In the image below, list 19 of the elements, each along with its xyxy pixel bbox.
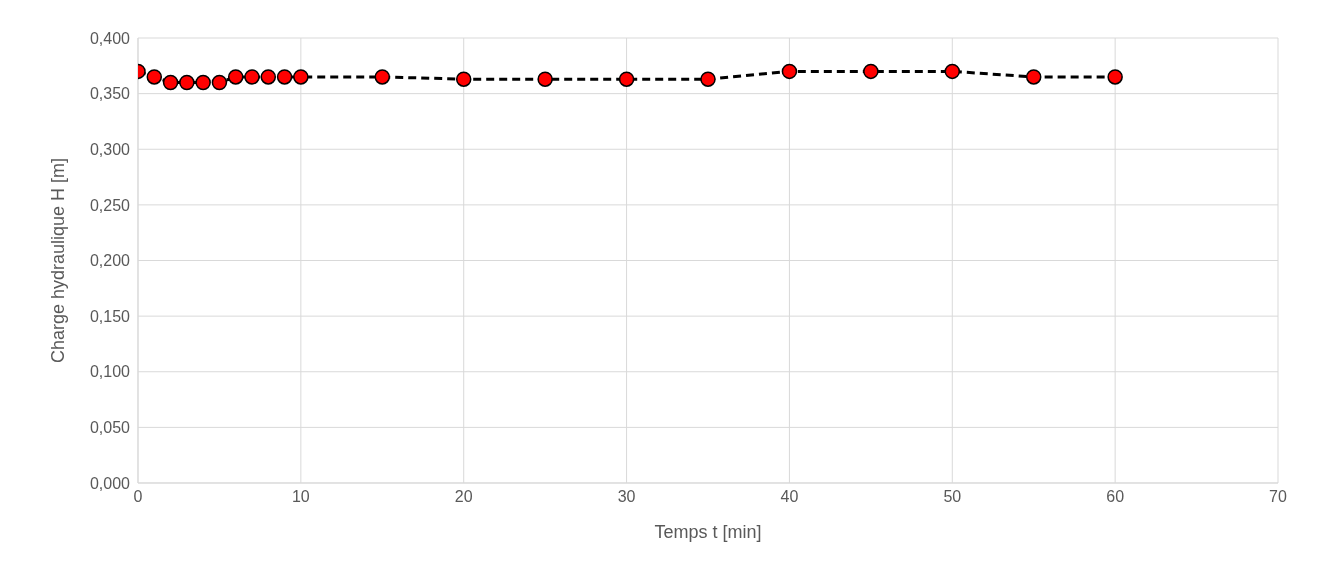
y-tick-label: 0,100 [89,363,131,381]
x-tick-label: 40 [780,488,799,506]
x-tick-label: 30 [617,488,636,506]
y-tick-label: 0,150 [89,307,131,325]
y-tick-label: 0,000 [89,474,131,492]
y-tick-label: 0,050 [89,419,131,437]
x-tick-label: 20 [454,488,473,506]
x-tick-label: 10 [291,488,310,506]
y-tick-label: 0,200 [89,252,131,270]
y-axis-title: Charge hydraulique H [m] [48,157,69,364]
y-tick-label: 0,300 [89,140,131,158]
x-axis-title: Temps t [min] [654,522,762,542]
x-tick-label: 70 [1269,488,1287,506]
x-tick-label: 0 [133,488,143,506]
y-tick-label: 0,250 [89,196,131,214]
y-tick-label: 0,350 [89,85,131,103]
x-tick-label: 50 [943,488,962,506]
y-tick-label: 0,400 [89,29,131,47]
x-tick-label: 60 [1106,488,1125,506]
